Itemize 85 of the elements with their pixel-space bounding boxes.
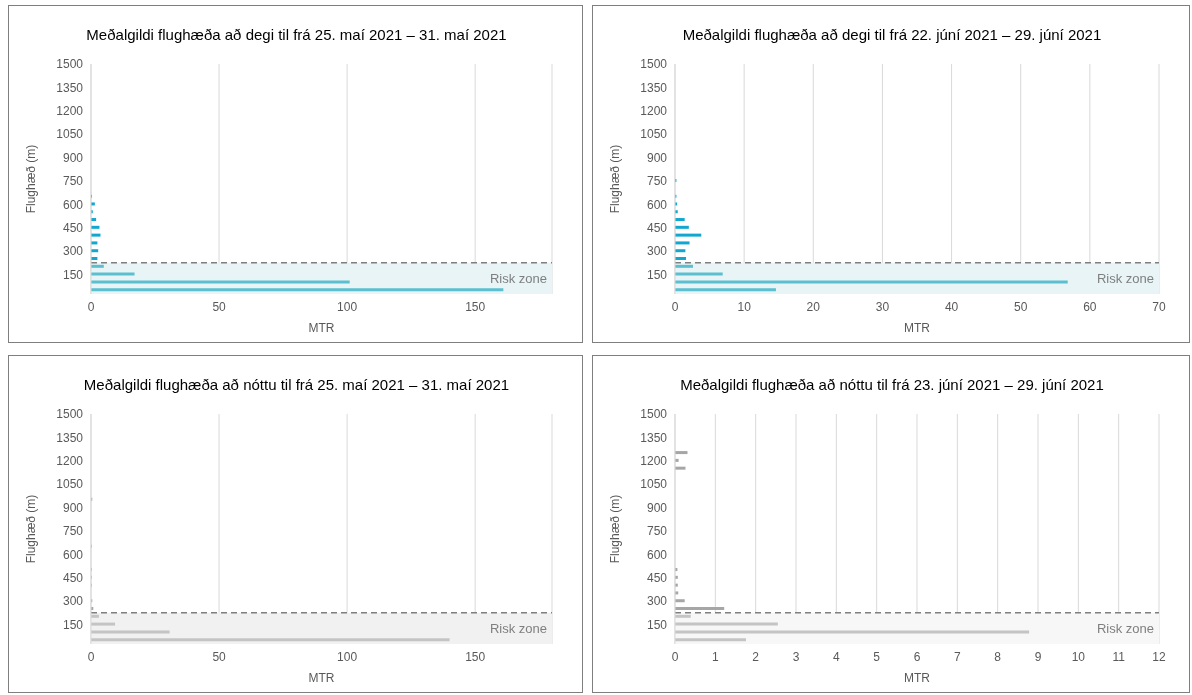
- y-tick-label: 1350: [56, 430, 84, 445]
- x-tick-label: 150: [465, 649, 486, 664]
- y-axis-title: Flughæð (m): [608, 144, 623, 214]
- y-tick-label: 450: [62, 570, 84, 585]
- y-tick-label: 750: [62, 524, 84, 539]
- x-tick-label: 100: [337, 299, 358, 314]
- band-label: Risk zone: [489, 271, 547, 287]
- x-tick-label: 50: [212, 299, 227, 314]
- x-tick-label: 100: [337, 649, 358, 664]
- x-tick-label: 3: [792, 649, 800, 664]
- y-tick-label: 1050: [640, 127, 668, 142]
- x-tick-label: 50: [212, 649, 227, 664]
- x-tick-label: 11: [1112, 649, 1126, 664]
- x-axis-title: MTR: [904, 671, 931, 685]
- band-label: Risk zone: [489, 621, 547, 637]
- x-tick-label: 7: [953, 649, 961, 664]
- x-tick-label: 0: [671, 649, 679, 664]
- x-tick-label: 10: [737, 299, 752, 314]
- y-tick-label: 1350: [56, 80, 84, 95]
- chart-title: Meðalgildi flughæða að nóttu til frá 23. júní 2021 – 29. júní 2021: [679, 376, 1105, 393]
- y-tick-label: 900: [646, 500, 668, 515]
- x-tick-label: 60: [1083, 299, 1097, 314]
- y-axis-title: Flughæð (m): [24, 144, 39, 214]
- y-tick-label: 1200: [640, 454, 668, 469]
- chart-title: Meðalgildi flughæða að degi til frá 22. júní 2021 – 29. júní 2021: [681, 26, 1103, 43]
- x-tick-label: 6: [913, 649, 921, 664]
- y-tick-label: 1200: [640, 104, 668, 119]
- x-tick-label: 40: [944, 299, 959, 314]
- chart-title: Meðalgildi flughæða að nóttu til frá 25. maí 2021 – 31. maí 2021: [82, 376, 511, 393]
- y-axis-title: Flughæð (m): [608, 494, 623, 564]
- x-tick-label: 50: [1014, 299, 1028, 314]
- y-tick-label: 750: [62, 174, 84, 189]
- y-tick-label: 300: [646, 594, 668, 609]
- y-tick-label: 600: [62, 547, 84, 562]
- x-axis-title: MTR: [308, 671, 335, 685]
- x-axis-title: MTR: [904, 321, 931, 335]
- y-tick-label: 150: [646, 617, 668, 632]
- y-tick-label: 150: [646, 267, 668, 282]
- y-tick-label: 600: [646, 547, 668, 562]
- y-tick-label: 300: [62, 594, 84, 609]
- y-tick-label: 600: [62, 197, 84, 212]
- x-tick-label: 4: [832, 649, 840, 664]
- y-tick-label: 900: [62, 150, 84, 165]
- y-tick-label: 150: [62, 617, 84, 632]
- x-tick-label: 12: [1152, 649, 1166, 664]
- x-tick-label: 5: [873, 649, 881, 664]
- band-label: Risk zone: [1096, 621, 1154, 637]
- x-tick-label: 10: [1071, 649, 1086, 664]
- x-tick-label: 30: [875, 299, 890, 314]
- y-tick-label: 300: [62, 244, 84, 259]
- chart-title: Meðalgildi flughæða að degi til frá 25. maí 2021 – 31. maí 2021: [85, 26, 508, 43]
- y-tick-label: 450: [646, 570, 668, 585]
- y-tick-label: 150: [62, 267, 84, 282]
- y-tick-label: 1050: [640, 477, 668, 492]
- x-tick-label: 0: [87, 649, 95, 664]
- y-tick-label: 1500: [56, 407, 84, 422]
- y-tick-label: 300: [646, 244, 668, 259]
- band-label: Risk zone: [1096, 271, 1154, 287]
- y-tick-label: 1200: [56, 454, 84, 469]
- y-tick-label: 1500: [56, 57, 84, 72]
- x-tick-label: 20: [806, 299, 821, 314]
- y-tick-label: 900: [646, 150, 668, 165]
- y-tick-label: 750: [646, 524, 668, 539]
- y-tick-label: 450: [646, 220, 668, 235]
- y-tick-label: 450: [62, 220, 84, 235]
- x-tick-label: 1: [711, 649, 719, 664]
- x-tick-label: 0: [87, 299, 95, 314]
- y-tick-label: 600: [646, 197, 668, 212]
- x-axis-title: MTR: [308, 321, 335, 335]
- y-axis-title: Flughæð (m): [24, 494, 39, 564]
- y-tick-label: 1050: [56, 127, 84, 142]
- x-tick-label: 0: [671, 299, 679, 314]
- x-tick-label: 9: [1034, 649, 1042, 664]
- y-tick-label: 1500: [640, 407, 668, 422]
- x-tick-label: 8: [994, 649, 1002, 664]
- x-tick-label: 150: [465, 299, 486, 314]
- x-tick-label: 70: [1152, 299, 1166, 314]
- y-tick-label: 1200: [56, 104, 84, 119]
- y-tick-label: 1350: [640, 80, 668, 95]
- y-tick-label: 1050: [56, 477, 84, 492]
- y-tick-label: 750: [646, 174, 668, 189]
- y-tick-label: 1500: [640, 57, 668, 72]
- y-tick-label: 900: [62, 500, 84, 515]
- x-tick-label: 2: [752, 649, 760, 664]
- y-tick-label: 1350: [640, 430, 668, 445]
